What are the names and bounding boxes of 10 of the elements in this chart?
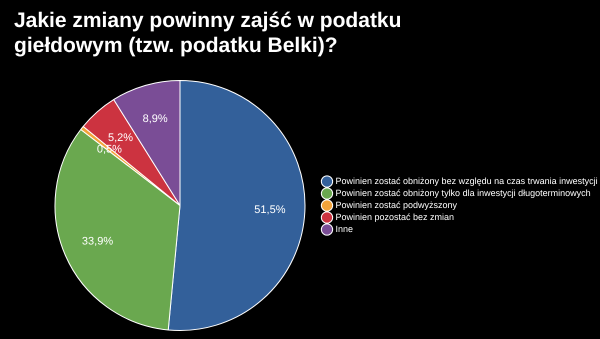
- legend-label: Powinien zostać obniżony bez względu na czas trwania inwestycji: [336, 176, 598, 186]
- data-label: 8,9%: [142, 113, 168, 126]
- legend-label: Powinien zostać podwyższony: [336, 200, 458, 210]
- data-label: 33,9%: [82, 236, 114, 248]
- chart-title: Jakie zmiany powinny zajść w podatku giełdowym (tzw. podatku Belki)?: [14, 8, 402, 58]
- data-label: 5,2%: [108, 132, 134, 144]
- legend-label: Powinien pozostać bez zmian: [336, 212, 454, 222]
- legend-label: Powinien zostać obniżony tylko dla inwestycji długoterminowych: [336, 188, 591, 198]
- data-label: 51,5%: [254, 204, 286, 216]
- legend-label: Inne: [336, 224, 354, 234]
